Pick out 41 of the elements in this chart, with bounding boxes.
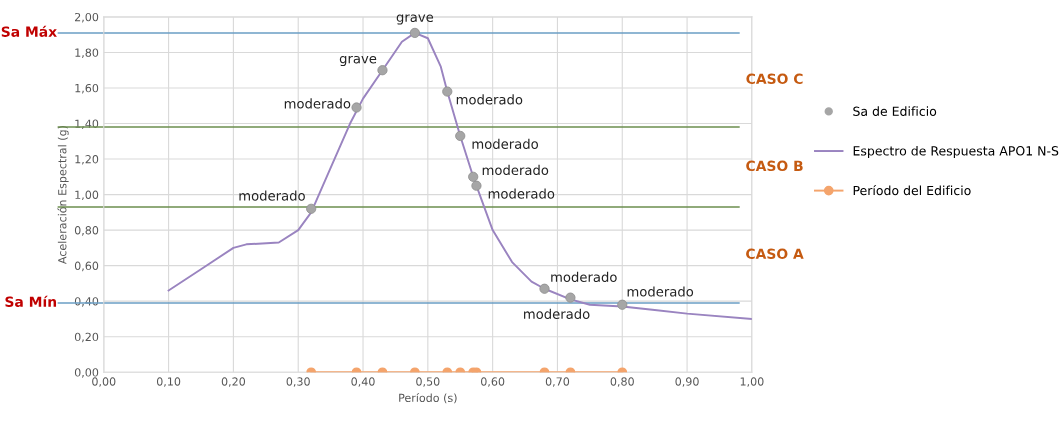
- x-tick-label: 0,00: [92, 377, 116, 387]
- y-tick-label: 1,00: [75, 190, 99, 201]
- data-label: moderado: [482, 164, 549, 176]
- y-tick-label: 0,60: [74, 261, 99, 272]
- y-tick-label: 0,20: [74, 332, 99, 343]
- x-tick-label: 0,60: [481, 377, 505, 387]
- ref-line-label: Sa Máx: [1, 25, 57, 37]
- x-tick-label: 0,70: [545, 377, 570, 387]
- y-axis-title: Aceleración Espectral (g): [57, 125, 69, 265]
- annotation: CASO A: [746, 248, 804, 260]
- data-label: grave: [339, 55, 377, 67]
- data-label: moderado: [284, 98, 351, 109]
- x-axis-title: Período (s): [399, 392, 457, 404]
- x-tick-label: 0,30: [286, 377, 310, 387]
- x-tick-label: 0,90: [675, 377, 699, 387]
- legend-label: Espectro de Respuesta APO1 N-S: [853, 145, 1059, 158]
- annotation: CASO B: [746, 160, 803, 172]
- data-label: moderado: [472, 138, 539, 149]
- x-tick-label: 0,20: [221, 377, 246, 387]
- y-tick-label: 0,00: [74, 368, 99, 378]
- data-label: moderado: [488, 188, 555, 199]
- y-tick-label: 0,80: [74, 226, 99, 236]
- y-tick-label: 1,60: [75, 83, 99, 94]
- annotation: CASO C: [746, 73, 803, 85]
- data-label: moderado: [524, 308, 590, 319]
- y-tick-label: 1,20: [75, 155, 99, 165]
- data-label: moderado: [456, 94, 523, 105]
- x-tick-label: 1,00: [740, 377, 764, 387]
- x-tick-label: 0,10: [156, 377, 181, 387]
- x-tick-label: 0,80: [610, 377, 634, 387]
- data-label: moderado: [551, 271, 617, 283]
- y-tick-label: 2,00: [75, 12, 99, 23]
- data-label: moderado: [239, 190, 305, 201]
- ref-line-label: Sa Mín: [5, 295, 57, 307]
- y-tick-label: 1,80: [75, 48, 99, 58]
- data-label: grave: [396, 14, 434, 25]
- data-label: moderado: [627, 286, 694, 297]
- x-tick-label: 0,50: [416, 377, 440, 387]
- legend-label: Período del Edificio: [853, 184, 971, 196]
- x-tick-label: 0,40: [351, 377, 375, 387]
- legend-label: Sa de Edificio: [853, 106, 937, 116]
